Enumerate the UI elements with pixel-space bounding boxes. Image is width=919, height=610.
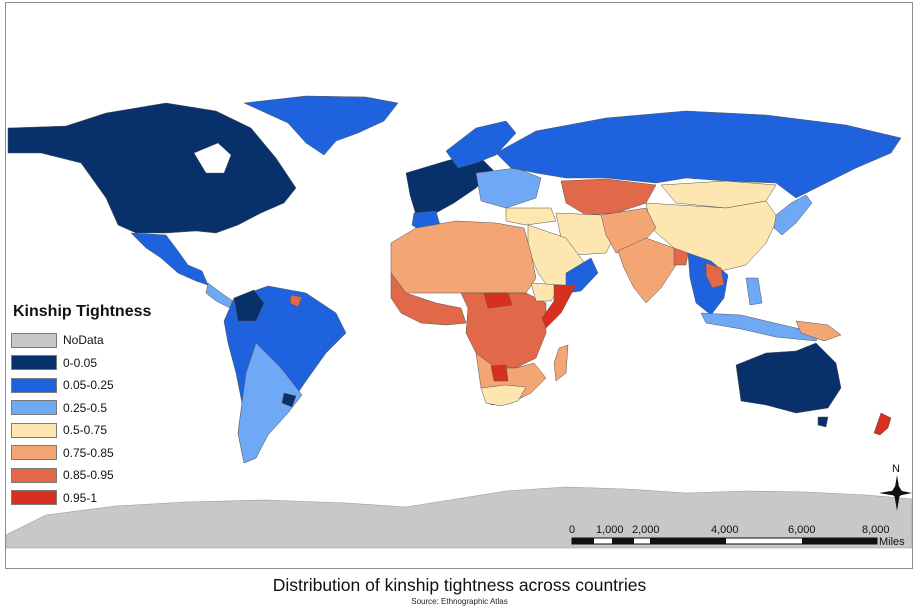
legend-item: 0.05-0.25: [11, 374, 171, 397]
scale-tick-1000: 1,000: [596, 524, 624, 536]
scale-tick-8000: 8,000: [862, 524, 890, 536]
antarctica-region: [6, 486, 912, 549]
legend-swatch: [11, 400, 57, 416]
legend-item: 0.75-0.85: [11, 442, 171, 465]
korea-japan-region: [773, 194, 813, 236]
horn-of-africa-region: [530, 282, 562, 302]
tasmania-region: [817, 416, 829, 428]
colombia-region: [233, 289, 265, 322]
legend-swatch: [11, 355, 57, 371]
southern-cone-region: [237, 342, 303, 464]
bangladesh-region: [673, 247, 689, 266]
south-africa-region: [480, 384, 527, 407]
figure-source: Source: Ethnographic Atlas: [411, 597, 508, 606]
china-region: [645, 200, 779, 272]
legend-label: 0.25-0.5: [63, 400, 108, 415]
legend: Kinship Tightness NoData 0-0.05 0.05-0.25 0…: [11, 303, 171, 509]
legend-label: 0.95-1: [63, 490, 98, 505]
north-america-region: [7, 102, 297, 234]
scale-bar: 0 1,000 2,000 4,000 6,000 8,000 Miles: [569, 524, 905, 548]
legend-label: 0.85-0.95: [63, 468, 114, 483]
mexico-region: [130, 232, 209, 286]
legend-label: NoData: [63, 333, 104, 348]
philippines-region: [745, 277, 763, 306]
legend-swatch: [11, 377, 57, 393]
scale-tick-0: 0: [569, 524, 575, 536]
world-map: N 0 1,000 2,000 4,000 6,000 8,000 Miles: [6, 95, 912, 549]
legend-swatch: [11, 422, 57, 438]
figure-caption: Distribution of kinship tightness across…: [272, 575, 647, 595]
scandinavia-region: [445, 120, 517, 169]
russia-region: [495, 110, 902, 199]
uruguay-region: [281, 392, 297, 408]
legend-swatch: [11, 332, 57, 348]
legend-label: 0.5-0.75: [63, 423, 108, 438]
legend-label: 0.75-0.85: [63, 445, 114, 460]
legend-item: 0.5-0.75: [11, 419, 171, 442]
guianas-region: [289, 294, 303, 308]
hudson-bay: [193, 142, 232, 174]
west-africa-region: [390, 272, 467, 326]
new-zealand-region: [873, 412, 892, 436]
turkey-region: [505, 207, 557, 226]
legend-label: 0-0.05: [63, 355, 98, 370]
new-guinea-region: [795, 320, 842, 342]
madagascar-region: [553, 344, 569, 382]
india-region: [617, 237, 677, 304]
legend-label: 0.05-0.25: [63, 378, 114, 393]
central-asia-region: [560, 178, 657, 216]
north-africa-region: [390, 220, 537, 294]
legend-item: 0-0.05: [11, 352, 171, 375]
map-frame: N 0 1,000 2,000 4,000 6,000 8,000 Miles …: [5, 2, 913, 569]
legend-swatch: [11, 467, 57, 483]
scale-tick-2000: 2,000: [632, 524, 660, 536]
legend-item: NoData: [11, 329, 171, 352]
legend-item: 0.95-1: [11, 487, 171, 510]
scale-tick-6000: 6,000: [788, 524, 816, 536]
scale-unit: Miles: [879, 536, 905, 548]
legend-items: NoData 0-0.05 0.05-0.25 0.25-0.5 0.5-0.75 0.7…: [11, 329, 171, 509]
legend-item: 0.85-0.95: [11, 464, 171, 487]
legend-swatch: [11, 490, 57, 506]
scale-tick-4000: 4,000: [711, 524, 739, 536]
indochina-region: [705, 262, 725, 289]
greenland-region: [243, 95, 399, 156]
australia-region: [735, 342, 842, 414]
botswana-region: [490, 364, 509, 382]
europe-east-region: [475, 167, 542, 209]
legend-title: Kinship Tightness: [13, 303, 152, 320]
legend-item: 0.25-0.5: [11, 397, 171, 420]
somalia-region: [541, 284, 577, 329]
central-africa-region: [460, 292, 547, 369]
compass-icon: N: [879, 463, 912, 511]
legend-swatch: [11, 445, 57, 461]
car-sudan-region: [483, 292, 513, 309]
north-label: N: [892, 463, 900, 475]
